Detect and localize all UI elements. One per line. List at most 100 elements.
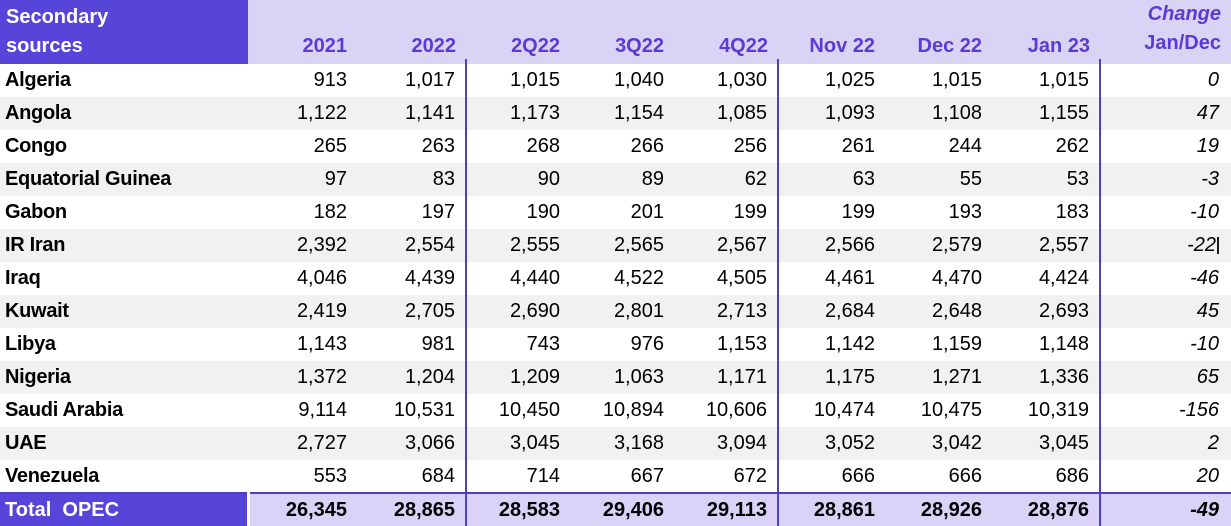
change-cell: -10 (1190, 201, 1219, 223)
value-cell: 3,094 (674, 427, 779, 460)
value-cell: 3,168 (613, 432, 664, 454)
column-header-2q22: 2Q22 (466, 0, 570, 64)
column-header-4q22: 4Q22 (674, 0, 779, 64)
total-label: Total OPEC (0, 492, 250, 526)
value-cell: 2,690 (509, 300, 560, 322)
value-cell: 976 (630, 333, 664, 355)
value-cell: 261 (841, 135, 875, 157)
value-cell: 4,461 (824, 267, 875, 289)
value-cell: 1,154 (613, 102, 664, 124)
value-cell: 667 (630, 464, 664, 487)
value-cell: 2,565 (613, 234, 664, 256)
country-label: Nigeria (5, 366, 71, 388)
table-title-line1: Secondary (6, 6, 109, 28)
table-row: Kuwait 2,419 2,705 2,690 2,801 2,713 2,684 2,64… (0, 295, 1231, 328)
value-cell: 666 (948, 464, 982, 487)
total-value-cell: 28,926 (885, 492, 992, 526)
value-cell: 10,531 (357, 394, 467, 427)
change-cell: -22 (1100, 229, 1231, 262)
country-label: IR Iran (5, 234, 66, 256)
value-cell: 2,557 (992, 229, 1101, 262)
value-cell: 4,505 (674, 262, 779, 295)
table-row: Angola 1,122 1,141 1,173 1,154 1,085 1,093 1,10… (0, 97, 1231, 130)
column-header-change: Change Jan/Dec (1100, 0, 1231, 64)
total-value-cell: 29,113 (674, 492, 779, 526)
value-cell: 262 (992, 130, 1101, 163)
value-cell: 672 (674, 460, 779, 493)
country-label: Gabon (5, 201, 67, 223)
value-cell: 714 (526, 464, 560, 487)
value-cell: 2,727 (296, 432, 347, 454)
value-cell: 1,271 (931, 366, 982, 388)
change-cell: 2 (1207, 432, 1219, 454)
value-cell: 1,025 (824, 69, 875, 91)
value-cell: 2,566 (824, 234, 875, 256)
country-label: Equatorial Guinea (5, 168, 172, 190)
table-title-line2: sources (6, 35, 83, 57)
total-value-cell: 26,345 (248, 492, 357, 526)
value-cell: 4,470 (931, 267, 982, 289)
value-cell: 2,567 (674, 229, 779, 262)
value-cell: 2,579 (931, 234, 982, 256)
table-row: Equatorial Guinea 97 83 90 89 62 63 55 53 -3 (0, 163, 1231, 196)
value-cell: 182 (313, 201, 347, 223)
column-header-jan23: Jan 23 (992, 0, 1101, 64)
value-cell: 1,148 (992, 328, 1101, 361)
value-cell: 4,424 (992, 262, 1101, 295)
country-label: UAE (5, 432, 47, 454)
value-cell: 199 (674, 196, 779, 229)
table-row: Venezuela 553 684 714 667 672 666 666 686 20 (0, 460, 1231, 493)
value-cell: 10,475 (920, 399, 982, 421)
value-cell: 1,063 (613, 366, 664, 388)
table-title-cell: Secondary sources (0, 0, 248, 64)
value-cell: 1,209 (509, 366, 560, 388)
header-row: Secondary sources 2021 2022 2Q22 3Q22 4Q… (0, 0, 1231, 64)
country-label: Libya (5, 333, 56, 355)
column-header-3q22: 3Q22 (570, 0, 674, 64)
change-cell: 47 (1196, 102, 1219, 124)
change-header-line1: Change (1147, 3, 1221, 25)
value-cell: 1,175 (824, 366, 875, 388)
value-cell: 268 (526, 135, 560, 157)
country-label: Venezuela (5, 464, 100, 487)
value-cell: 10,319 (992, 394, 1101, 427)
value-cell: 62 (674, 163, 779, 196)
text-cursor (1217, 237, 1219, 254)
value-cell: 199 (841, 201, 875, 223)
value-cell: 63 (852, 168, 875, 190)
value-cell: 1,108 (931, 102, 982, 124)
value-cell: 10,606 (674, 394, 779, 427)
value-cell: 1,171 (674, 361, 779, 394)
value-cell: 266 (630, 135, 664, 157)
change-cell: -10 (1190, 333, 1219, 355)
country-label: Algeria (5, 69, 71, 91)
value-cell: 743 (526, 333, 560, 355)
value-cell: 10,894 (602, 399, 664, 421)
value-cell: 1,173 (509, 102, 560, 124)
value-cell: 1,143 (296, 333, 347, 355)
value-cell: 684 (357, 460, 467, 493)
country-label: Congo (5, 135, 67, 157)
total-value-cell: 28,876 (992, 492, 1101, 526)
table-row: Iraq 4,046 4,439 4,440 4,522 4,505 4,461 4,470 4… (0, 262, 1231, 295)
value-cell: 2,554 (357, 229, 467, 262)
value-cell: 2,684 (824, 300, 875, 322)
value-cell: 55 (959, 168, 982, 190)
value-cell: 2,419 (296, 300, 347, 322)
country-label: Saudi Arabia (5, 399, 123, 421)
value-cell: 2,705 (357, 295, 467, 328)
value-cell: 53 (992, 163, 1101, 196)
value-cell: 1,017 (357, 64, 467, 97)
value-cell: 1,015 (509, 69, 560, 91)
total-value-cell: 28,865 (357, 492, 467, 526)
value-cell: 1,015 (931, 69, 982, 91)
value-cell: 10,450 (498, 399, 560, 421)
total-value-cell: 28,583 (466, 492, 570, 526)
value-cell: 190 (526, 201, 560, 223)
table-row: Saudi Arabia 9,114 10,531 10,450 10,894 10,60… (0, 394, 1231, 427)
column-header-2022: 2022 (357, 0, 467, 64)
value-cell: 1,093 (824, 102, 875, 124)
change-cell: -156 (1178, 399, 1219, 421)
table-row: IR Iran 2,392 2,554 2,555 2,565 2,567 2,566 2,5… (0, 229, 1231, 262)
